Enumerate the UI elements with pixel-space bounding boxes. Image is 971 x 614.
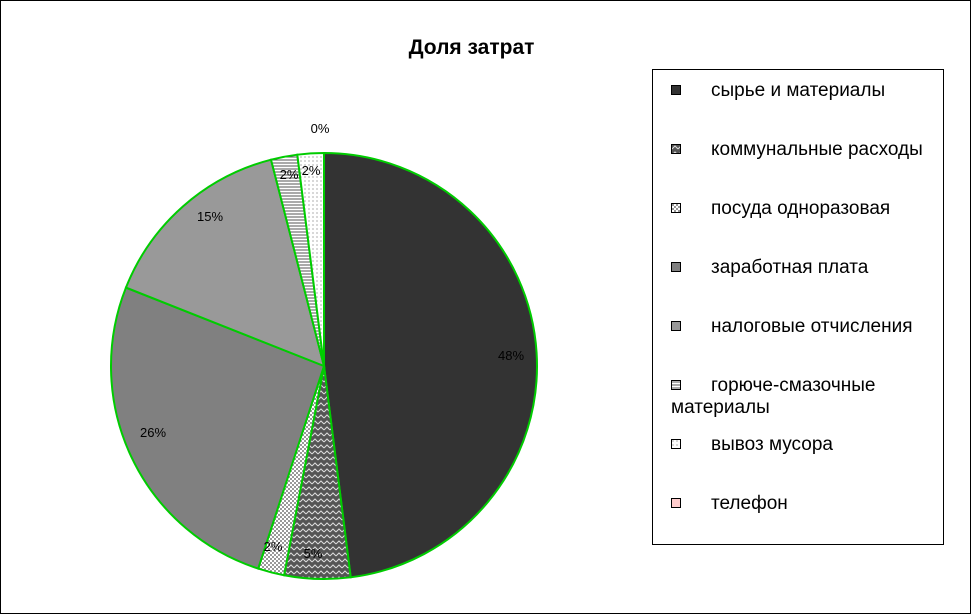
legend-swatch bbox=[671, 144, 681, 154]
legend-label: вывоз мусора bbox=[711, 434, 833, 455]
legend-label: посуда одноразовая bbox=[711, 198, 891, 219]
legend-label: коммунальные расходы bbox=[711, 139, 923, 160]
legend-label: телефон bbox=[711, 493, 788, 514]
legend-swatch bbox=[671, 85, 681, 95]
data-label-1: 48% bbox=[498, 348, 524, 363]
chart-legend: сырье и материалы коммунальные расходы пос… bbox=[652, 69, 944, 545]
legend-label: горюче-смазочные материалы bbox=[671, 375, 876, 418]
legend-item: посуда одноразовая bbox=[671, 198, 941, 220]
pie-slice-4 bbox=[110, 286, 326, 570]
legend-swatch bbox=[671, 380, 681, 390]
data-label-3: 2% bbox=[264, 539, 283, 554]
data-label-2: 5% bbox=[304, 546, 323, 561]
legend-item: телефон bbox=[671, 493, 941, 515]
legend-item: налоговые отчисления bbox=[671, 316, 941, 338]
data-label-6: 2% bbox=[280, 167, 299, 182]
legend-label: заработная плата bbox=[711, 257, 869, 278]
legend-swatch bbox=[671, 439, 681, 449]
data-label-4: 26% bbox=[140, 425, 166, 440]
chart-title: Доля затрат bbox=[408, 36, 535, 59]
legend-item: коммунальные расходы bbox=[671, 139, 941, 161]
pie-slice-1 bbox=[323, 151, 538, 579]
legend-swatch bbox=[671, 203, 681, 213]
legend-swatch bbox=[671, 498, 681, 508]
legend-item: сырье и материалы bbox=[671, 80, 941, 102]
legend-swatch bbox=[671, 262, 681, 272]
data-label-7: 2% bbox=[302, 163, 321, 178]
legend-item: вывоз мусора bbox=[671, 434, 941, 456]
data-label-5: 15% bbox=[197, 209, 223, 224]
pie-slice-5 bbox=[124, 158, 326, 368]
legend-item: заработная плата bbox=[671, 257, 941, 279]
legend-label: налоговые отчисления bbox=[711, 316, 913, 337]
legend-swatch bbox=[671, 321, 681, 331]
legend-label: сырье и материалы bbox=[711, 80, 886, 101]
legend-item: горюче-смазочные материалы bbox=[671, 375, 941, 419]
data-label-8: 0% bbox=[311, 121, 330, 136]
